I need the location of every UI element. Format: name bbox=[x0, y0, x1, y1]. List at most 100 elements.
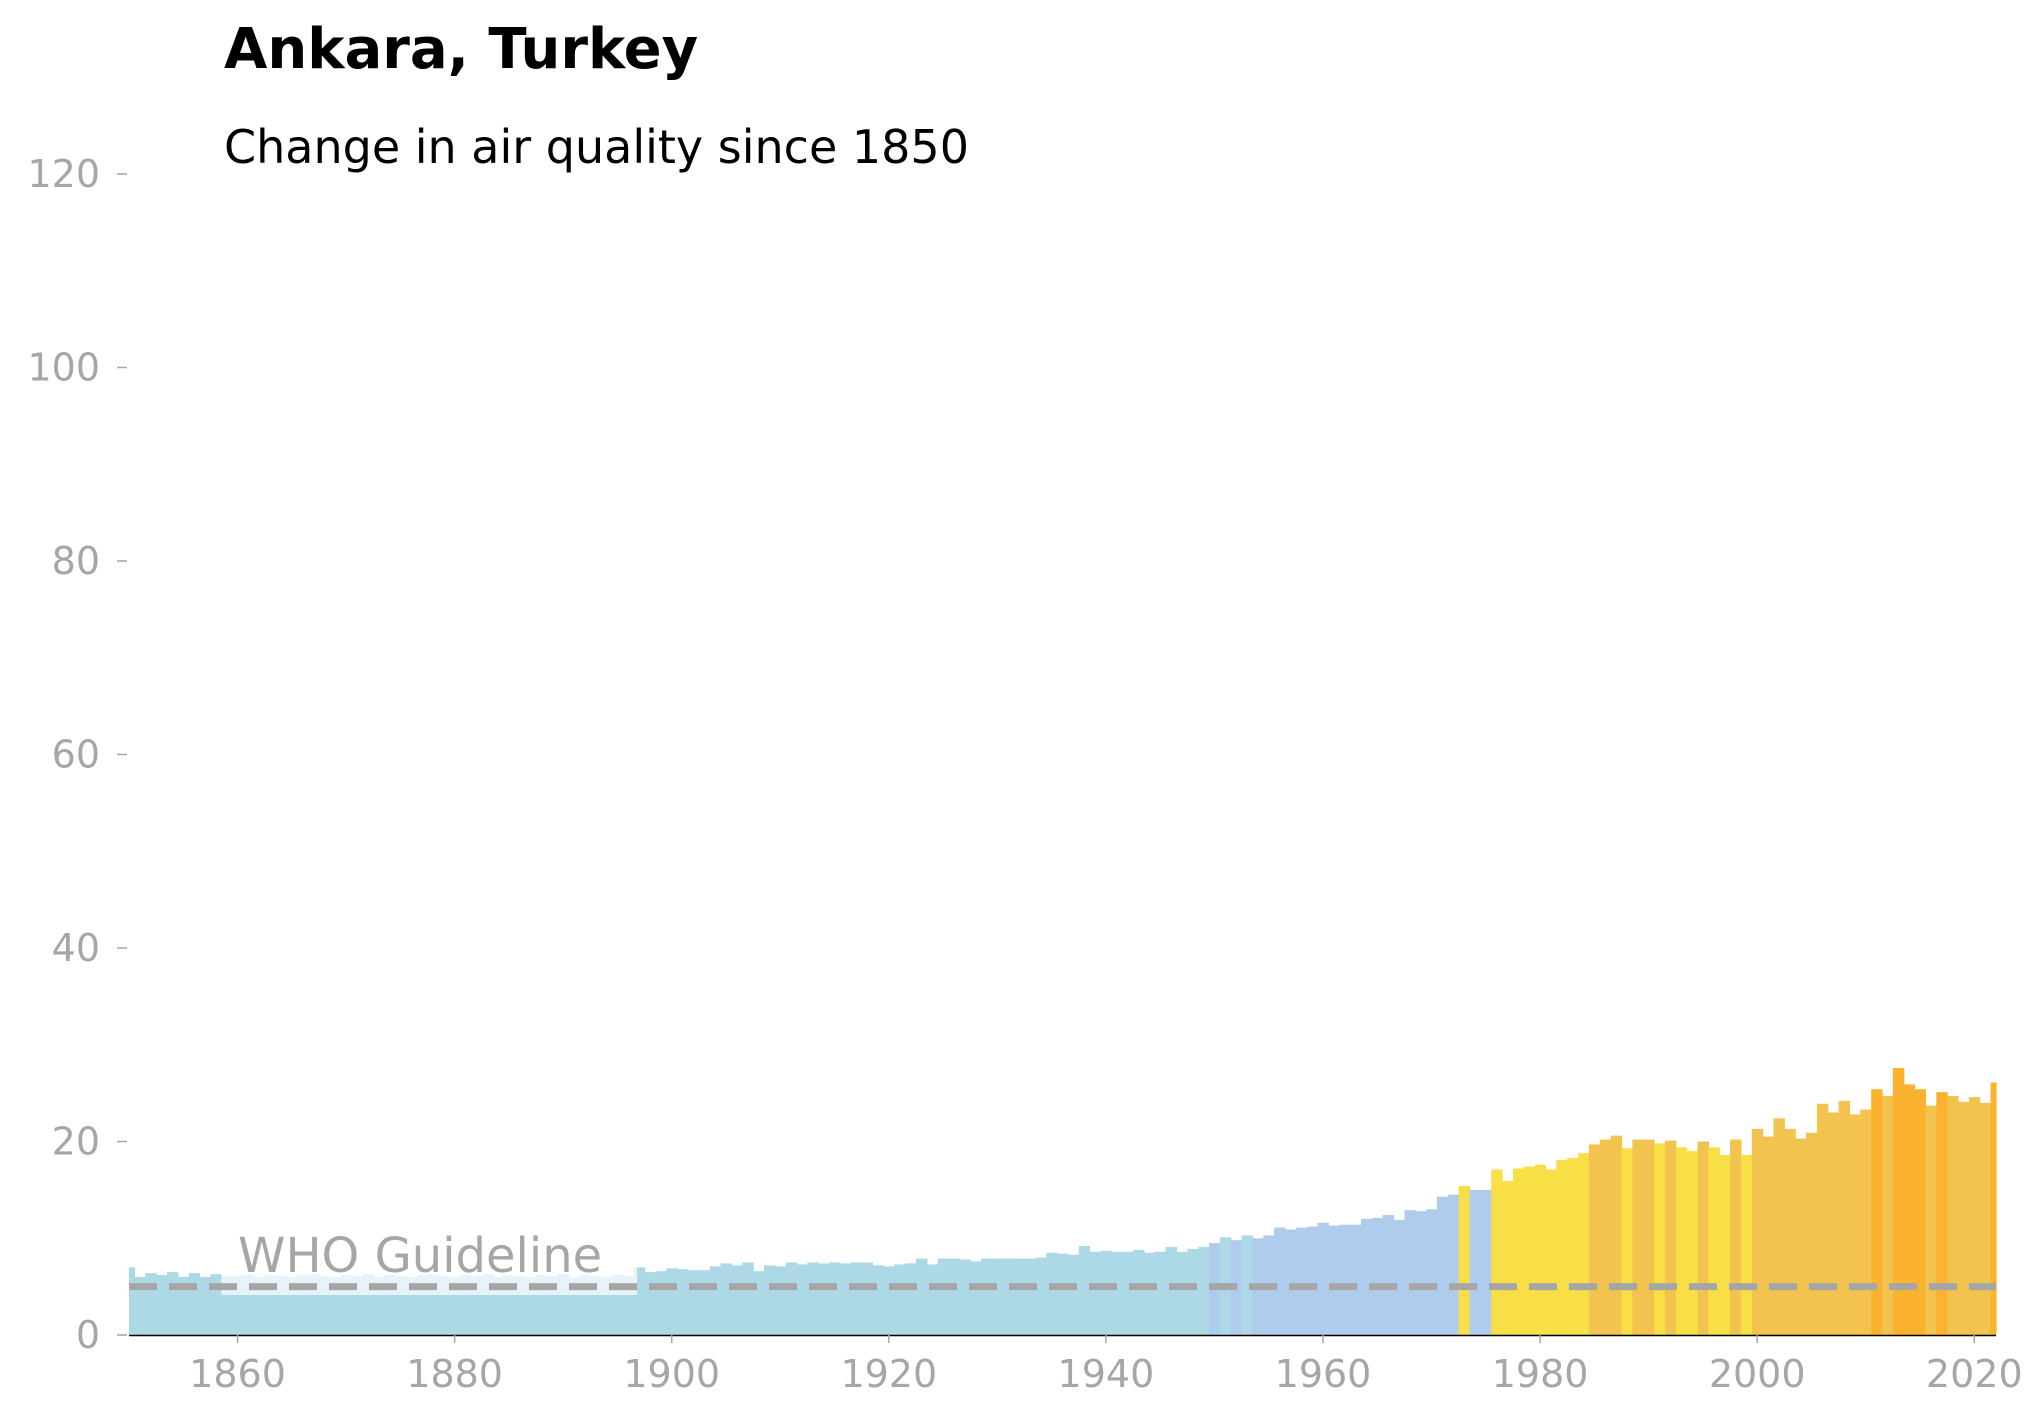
bar-1922 bbox=[905, 1263, 917, 1335]
bar-1947 bbox=[1176, 1251, 1188, 1335]
y-tick-label-0: 0 bbox=[76, 1313, 100, 1357]
bar-2022 bbox=[1990, 1082, 1997, 1335]
bar-1932 bbox=[1013, 1258, 1026, 1335]
bar-1928 bbox=[970, 1261, 982, 1335]
bar-1856 bbox=[188, 1273, 201, 1335]
bar-1963 bbox=[1350, 1224, 1362, 1335]
bar-1962 bbox=[1339, 1224, 1351, 1335]
bar-1924 bbox=[926, 1264, 939, 1335]
bar-1893 bbox=[590, 1275, 602, 1335]
bar-1912 bbox=[796, 1264, 809, 1335]
bar-1931 bbox=[1002, 1258, 1015, 1335]
x-axis-ticks: 1860 1880 1900 1920 1940 1960 1980 2000 2020 bbox=[189, 1335, 2023, 1396]
bar-1901 bbox=[677, 1269, 689, 1335]
bar-1907 bbox=[742, 1262, 754, 1335]
bar-1918 bbox=[861, 1262, 874, 1335]
bar-1968 bbox=[1404, 1210, 1416, 1335]
bar-1983 bbox=[1567, 1157, 1579, 1335]
bar-1982 bbox=[1556, 1159, 1568, 1335]
bar-1868 bbox=[318, 1275, 331, 1335]
bar-1852 bbox=[145, 1273, 157, 1335]
bar-1913 bbox=[807, 1262, 819, 1335]
bar-1904 bbox=[709, 1266, 722, 1335]
bar-1881 bbox=[460, 1275, 472, 1335]
bar-1979 bbox=[1523, 1166, 1536, 1335]
axes-group: 1860 1880 1900 1920 1940 1960 1980 2000 2020 0 20… bbox=[27, 152, 2022, 1396]
bar-1966 bbox=[1382, 1215, 1395, 1335]
bar-1908 bbox=[753, 1271, 765, 1335]
bar-1882 bbox=[470, 1275, 483, 1335]
bar-1858 bbox=[210, 1274, 222, 1335]
bar-1991 bbox=[1654, 1143, 1666, 1335]
bar-1909 bbox=[763, 1265, 776, 1335]
bar-1886 bbox=[514, 1275, 526, 1335]
bar-1863 bbox=[264, 1275, 277, 1335]
bar-1877 bbox=[416, 1275, 429, 1335]
bar-1992 bbox=[1664, 1140, 1677, 1335]
bar-1895 bbox=[612, 1275, 624, 1335]
bar-1964 bbox=[1361, 1218, 1373, 1335]
chart-title: Ankara, Turkey bbox=[224, 17, 698, 82]
guideline-label: WHO Guideline bbox=[238, 1228, 602, 1284]
bar-1935 bbox=[1046, 1252, 1058, 1335]
bar-1978 bbox=[1512, 1168, 1525, 1335]
bar-1967 bbox=[1393, 1219, 1406, 1335]
bar-1959 bbox=[1306, 1226, 1319, 1335]
bar-1867 bbox=[308, 1274, 320, 1335]
bar-1883 bbox=[481, 1274, 494, 1335]
y-tick-label-40: 40 bbox=[52, 926, 100, 970]
bar-1911 bbox=[785, 1262, 798, 1335]
bar-1873 bbox=[373, 1276, 385, 1335]
bar-1949 bbox=[1198, 1246, 1210, 1335]
bar-1945 bbox=[1154, 1251, 1167, 1335]
bar-1899 bbox=[655, 1271, 667, 1335]
bar-1984 bbox=[1578, 1153, 1590, 1335]
bar-1989 bbox=[1632, 1139, 1644, 1335]
chart-subtitle: Change in air quality since 1850 bbox=[224, 120, 969, 174]
bar-1975 bbox=[1480, 1189, 1492, 1335]
bar-1887 bbox=[525, 1276, 537, 1335]
bar-1938 bbox=[1078, 1245, 1091, 1335]
bar-1890 bbox=[557, 1274, 570, 1335]
y-tick-label-20: 20 bbox=[52, 1120, 100, 1164]
y-axis-ticks: 0 20 40 60 80 100 120 bbox=[27, 152, 127, 1357]
bar-1914 bbox=[818, 1263, 830, 1335]
bar-2015 bbox=[1914, 1089, 1927, 1335]
bar-1957 bbox=[1285, 1229, 1297, 1335]
bar-1926 bbox=[948, 1258, 960, 1335]
bar-2006 bbox=[1816, 1103, 1829, 1335]
bar-1990 bbox=[1643, 1139, 1655, 1335]
bar-1879 bbox=[438, 1275, 450, 1335]
y-tick-label-100: 100 bbox=[27, 346, 100, 390]
bar-1934 bbox=[1035, 1257, 1047, 1335]
bar-1875 bbox=[394, 1275, 407, 1335]
bar-2017 bbox=[1936, 1092, 1948, 1335]
bar-2010 bbox=[1860, 1109, 1872, 1335]
bar-1998 bbox=[1730, 1139, 1742, 1335]
bar-1936 bbox=[1057, 1253, 1069, 1335]
bar-1960 bbox=[1317, 1222, 1330, 1335]
bar-1997 bbox=[1719, 1155, 1731, 1335]
bar-2008 bbox=[1838, 1100, 1851, 1335]
bar-1956 bbox=[1274, 1227, 1286, 1335]
bar-2018 bbox=[1947, 1096, 1959, 1335]
bar-1903 bbox=[698, 1270, 711, 1335]
bar-1889 bbox=[546, 1275, 559, 1335]
bar-1937 bbox=[1067, 1254, 1080, 1335]
bar-1861 bbox=[242, 1275, 255, 1335]
bar-1884 bbox=[492, 1276, 505, 1335]
bars-group bbox=[129, 1067, 1997, 1335]
bar-2002 bbox=[1773, 1118, 1785, 1335]
bar-1974 bbox=[1469, 1189, 1482, 1335]
bar-1942 bbox=[1122, 1251, 1134, 1335]
x-tick-label-1920: 1920 bbox=[840, 1352, 937, 1396]
y-tick-label-120: 120 bbox=[27, 152, 100, 196]
bar-2001 bbox=[1762, 1136, 1775, 1335]
bar-1981 bbox=[1545, 1169, 1557, 1335]
bar-2007 bbox=[1827, 1112, 1840, 1335]
x-tick-label-1880: 1880 bbox=[406, 1352, 503, 1396]
bar-1961 bbox=[1328, 1225, 1340, 1335]
x-tick-label-1960: 1960 bbox=[1275, 1352, 1372, 1396]
bar-1980 bbox=[1534, 1164, 1547, 1335]
